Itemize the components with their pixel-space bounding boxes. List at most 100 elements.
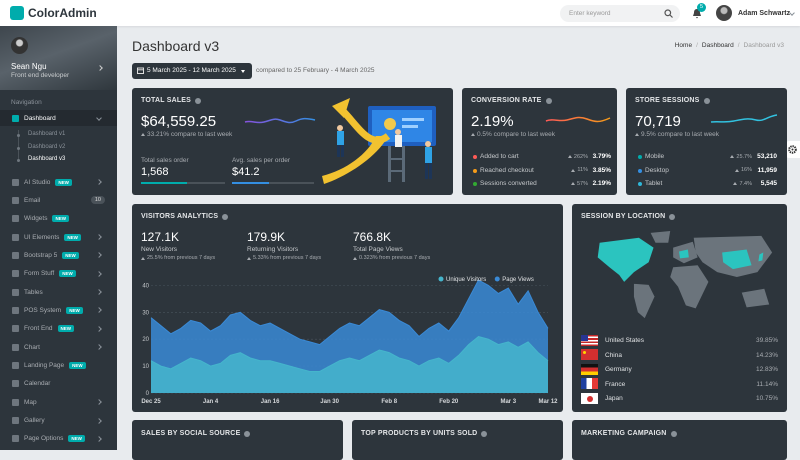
sessions-sparkline: [710, 114, 778, 123]
country-value: 10.75%: [755, 395, 778, 402]
menu-item[interactable]: AI Studio NEW: [12, 174, 107, 190]
menu-icon: [12, 306, 19, 314]
change-text: 5.33% from previous 7 days: [253, 255, 322, 261]
x-tick-label: Mar 12: [538, 399, 558, 405]
stat-label: Returning Visitors: [247, 246, 299, 253]
info-icon[interactable]: [670, 430, 677, 437]
menu-item[interactable]: UI Elements NEW: [12, 229, 107, 245]
menu-item[interactable]: Tables: [12, 284, 107, 300]
order-bar-fill: [141, 182, 188, 184]
info-icon[interactable]: [481, 430, 488, 437]
brand[interactable]: ColorAdmin: [28, 6, 97, 20]
sidebar: [0, 26, 117, 450]
info-icon[interactable]: [222, 213, 229, 220]
sales-value: $64,559.25: [141, 113, 217, 130]
row-change: 11%: [571, 167, 588, 173]
breadcrumb-item: Dashboard v3: [734, 42, 784, 49]
row-change: 57%: [570, 180, 588, 187]
up-arrow: [141, 256, 145, 260]
y-tick-label: 40: [142, 283, 149, 289]
up-arrow: [734, 168, 739, 172]
menu-item[interactable]: Gallery: [12, 413, 107, 429]
profile-name[interactable]: Sean Ngu: [11, 62, 47, 71]
change-text: 25.7%: [736, 153, 752, 160]
title-text: SALES BY SOCIAL SOURCE: [141, 430, 241, 437]
title-text: CONVERSION RATE: [471, 97, 542, 104]
menu-label: UI Elements: [24, 233, 60, 241]
change-text: 9.5% compare to last week: [641, 131, 720, 138]
info-icon[interactable]: [669, 213, 676, 220]
menu-icon: [12, 215, 19, 223]
breadcrumb-item[interactable]: Home: [674, 42, 693, 49]
flag-france: [581, 378, 598, 389]
x-tick-label: Jan 4: [203, 399, 219, 405]
menu-item[interactable]: Front End NEW: [12, 321, 107, 337]
change-text: 7.4%: [739, 180, 752, 187]
info-icon[interactable]: [244, 430, 251, 437]
x-tick-label: Jan 30: [320, 399, 339, 405]
row-change: 7.4%: [733, 181, 752, 187]
menu-icon: [12, 288, 19, 296]
menu-badge: NEW: [66, 306, 83, 314]
submenu-item[interactable]: Dashboard v2: [28, 143, 66, 150]
submenu-dot: [17, 134, 20, 137]
menu-item[interactable]: POS System NEW: [12, 302, 107, 318]
nav-section: Navigation: [11, 99, 42, 106]
menu-item[interactable]: Widgets NEW: [12, 211, 107, 227]
user-avatar[interactable]: [716, 5, 732, 21]
date-button[interactable]: [132, 63, 252, 79]
title-text: STORE SESSIONS: [635, 97, 700, 104]
flag-us: [581, 335, 598, 346]
info-icon[interactable]: [545, 97, 552, 104]
submenu-item[interactable]: Dashboard v1: [28, 131, 66, 137]
x-tick-label: Mar 3: [500, 399, 516, 405]
up-arrow: [570, 182, 575, 185]
country-value: 12.83%: [755, 366, 778, 373]
country-name: United States: [605, 337, 645, 344]
menu-icon: [12, 417, 19, 425]
search-icon[interactable]: [664, 9, 673, 18]
area-line: [150, 279, 549, 346]
menu-badge: NEW: [68, 435, 85, 443]
user-name[interactable]: Adam Schwartz: [738, 10, 791, 17]
menu-item[interactable]: Calendar: [12, 376, 107, 392]
sessions-change: 9.5% compare to last week: [635, 131, 719, 138]
info-icon[interactable]: [195, 97, 202, 104]
menu-icon: [12, 343, 19, 351]
menu-badge: NEW: [52, 215, 69, 223]
menu-item[interactable]: Dashboard: [12, 110, 107, 126]
menu-badge: NEW: [57, 325, 75, 333]
menu-item[interactable]: Bootstrap 5 NEW: [12, 247, 107, 263]
row-label: Reached checkout: [480, 166, 534, 174]
area-line: [150, 335, 549, 372]
breadcrumb-item[interactable]: Dashboard: [692, 42, 734, 49]
country-value: 14.23%: [755, 351, 778, 359]
row-label: Added to cart: [480, 153, 519, 160]
row-change: 25.7%: [730, 154, 752, 160]
flag-germany: [581, 364, 598, 375]
row-value: 2.19%: [592, 180, 611, 187]
row-value: 53,210: [757, 153, 777, 160]
menu-item[interactable]: Email 10: [12, 192, 107, 208]
menu-chevron: [96, 399, 102, 406]
stat-label: New Visitors: [141, 246, 178, 253]
products-panel: [352, 420, 563, 460]
row-value: 3.79%: [592, 153, 611, 160]
y-tick-label: 20: [142, 337, 149, 343]
change-text: 262%: [573, 153, 588, 160]
menu-item[interactable]: Map: [12, 394, 107, 410]
panel-title: TOTAL SALES: [141, 97, 202, 104]
info-icon[interactable]: [703, 97, 710, 104]
menu-chevron: [96, 115, 102, 121]
flag-canton: [581, 335, 588, 341]
country-name: Japan: [605, 395, 623, 402]
menu-item[interactable]: Landing Page NEW: [12, 358, 107, 374]
menu-item[interactable]: Chart: [12, 339, 107, 355]
submenu-item[interactable]: Dashboard v3: [28, 156, 66, 162]
menu-item[interactable]: Page Options NEW: [12, 431, 107, 447]
menu-icon: [12, 178, 19, 186]
change-text: 57%: [576, 180, 588, 187]
change-text: 16%: [740, 167, 752, 173]
menu-item[interactable]: Form Stuff NEW: [12, 266, 107, 282]
search-box[interactable]: [560, 5, 680, 22]
